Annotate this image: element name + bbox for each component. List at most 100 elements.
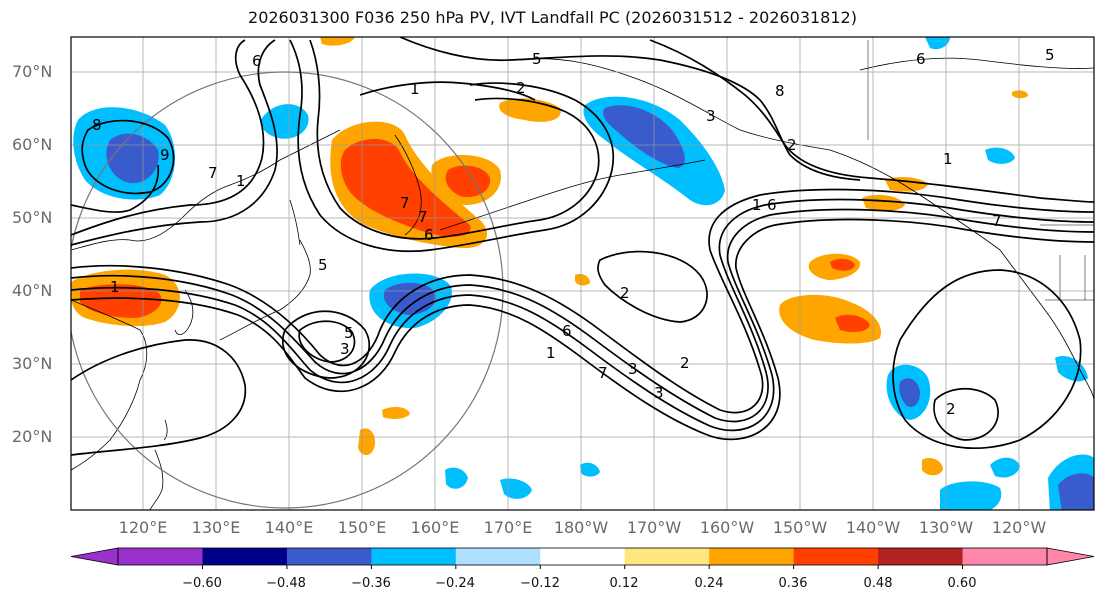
coastline-na-west	[999, 249, 1094, 401]
colorbar	[70, 547, 1095, 569]
contour-label: 8	[775, 82, 785, 100]
borders	[867, 40, 1094, 301]
colorbar-tick-label: 0.36	[778, 576, 808, 591]
lon-label: 160°W	[699, 518, 755, 537]
negative-anomaly-region	[445, 467, 468, 489]
coastline-alaska	[519, 58, 1001, 251]
pv-contour	[289, 39, 615, 253]
positive-anomaly-region	[779, 294, 882, 344]
colorbar-segment	[878, 548, 964, 565]
lon-label: 160°E	[410, 518, 460, 537]
contour-label: 7	[598, 364, 608, 382]
positive-anomaly-region	[445, 165, 491, 198]
coastline-arctic	[859, 57, 1094, 71]
colorbar-tick-label: −0.60	[182, 576, 222, 591]
coastline-sakhalin	[289, 199, 301, 246]
contour-label: 2	[620, 284, 630, 302]
contour-label: 6	[424, 226, 434, 244]
positive-anomaly-region	[922, 458, 943, 476]
positive-anomaly-region	[320, 37, 355, 46]
pv-contour	[71, 208, 1094, 432]
contour-labels: 1 2 3 5 6 7 8 9 1 2 3 5 6 7 8 1 2 3 5 6 …	[92, 46, 1055, 418]
lat-label: 60°N	[12, 135, 53, 154]
coastline-korea	[174, 289, 194, 335]
pv-contour	[71, 339, 247, 456]
pv-contour	[309, 39, 600, 240]
contour-label: 6	[916, 50, 926, 68]
contour-label: 1	[943, 150, 953, 168]
pv-contour	[298, 320, 356, 363]
map-title: 2026031300 F036 250 hPa PV, IVT Landfall…	[248, 8, 857, 27]
positive-anomaly-region	[1012, 90, 1028, 99]
colorbar-segment	[455, 548, 541, 565]
lon-label: 150°W	[772, 518, 828, 537]
coastline-japan	[219, 239, 311, 341]
pv-contour	[597, 250, 708, 323]
gridlines	[71, 37, 1094, 510]
lon-label: 150°E	[337, 518, 387, 537]
pv-contour	[649, 39, 1094, 203]
contour-label: 1	[410, 80, 420, 98]
negative-anomaly-region	[603, 105, 685, 168]
pv-contour	[399, 37, 861, 181]
positive-anomaly-region	[575, 273, 590, 286]
contour-label: 5	[318, 256, 328, 274]
contour-label: 3	[340, 340, 350, 358]
coastline-philippines	[149, 449, 164, 510]
contour-label: 5	[344, 324, 354, 342]
colorbar-extend-right	[1046, 547, 1095, 566]
contour-label: 6	[767, 196, 777, 214]
colorbar-segment	[202, 548, 288, 565]
lon-label: 120°W	[991, 518, 1047, 537]
pv-contour	[71, 39, 278, 246]
colorbar-tick-label: 0.12	[609, 576, 639, 591]
negative-anomaly-region	[1055, 356, 1088, 382]
contour-label: 1	[546, 344, 556, 362]
pv-contours	[71, 37, 1094, 456]
negative-anomaly-region	[580, 462, 600, 477]
pv-contour	[933, 388, 999, 441]
contour-label: 3	[654, 384, 664, 402]
positive-anomaly-region	[358, 428, 376, 456]
contour-label: 1	[752, 196, 762, 214]
contour-label: 1	[110, 278, 120, 296]
colorbar-segment	[286, 548, 372, 565]
positive-anomaly-region	[830, 258, 855, 271]
coastline-aleutians	[439, 159, 706, 231]
colorbar-segment	[540, 548, 626, 565]
negative-anomaly-region	[925, 37, 950, 50]
negative-anomaly-region	[1058, 473, 1094, 510]
pv-contour	[71, 198, 1094, 423]
lat-label: 40°N	[12, 281, 53, 300]
lon-label: 140°E	[264, 518, 314, 537]
contour-label: 2	[787, 136, 797, 154]
contour-label: 2	[680, 354, 690, 372]
contour-label: 9	[160, 146, 170, 164]
contour-label: 7	[992, 212, 1002, 230]
colorbar-tick-label: −0.12	[520, 576, 560, 591]
pv-contour	[71, 188, 1094, 414]
coastline-china	[71, 299, 148, 471]
negative-anomaly-region	[260, 104, 309, 139]
contour-label: 2	[946, 400, 956, 418]
colorbar-tick-label: −0.24	[435, 576, 475, 591]
colorbar-segment	[793, 548, 879, 565]
lon-label: 170°W	[626, 518, 682, 537]
contour-label: 1	[236, 172, 246, 190]
contour-label: 2	[516, 79, 526, 97]
lat-label: 20°N	[12, 427, 53, 446]
colorbar-tick-label: 0.24	[694, 576, 724, 591]
pv-contour	[71, 218, 1094, 441]
lon-label: 170°E	[483, 518, 533, 537]
lon-label: 140°W	[845, 518, 901, 537]
contour-label: 5	[1045, 46, 1055, 64]
negative-anomaly-region	[106, 133, 159, 184]
lon-label: 120°E	[118, 518, 168, 537]
positive-anomaly-region	[80, 284, 162, 318]
contour-label: 7	[400, 194, 410, 212]
pv-contour	[892, 269, 1082, 449]
map-frame	[70, 36, 1095, 511]
positive-anomaly-region	[340, 138, 471, 237]
positive-anomaly-region	[835, 314, 870, 333]
